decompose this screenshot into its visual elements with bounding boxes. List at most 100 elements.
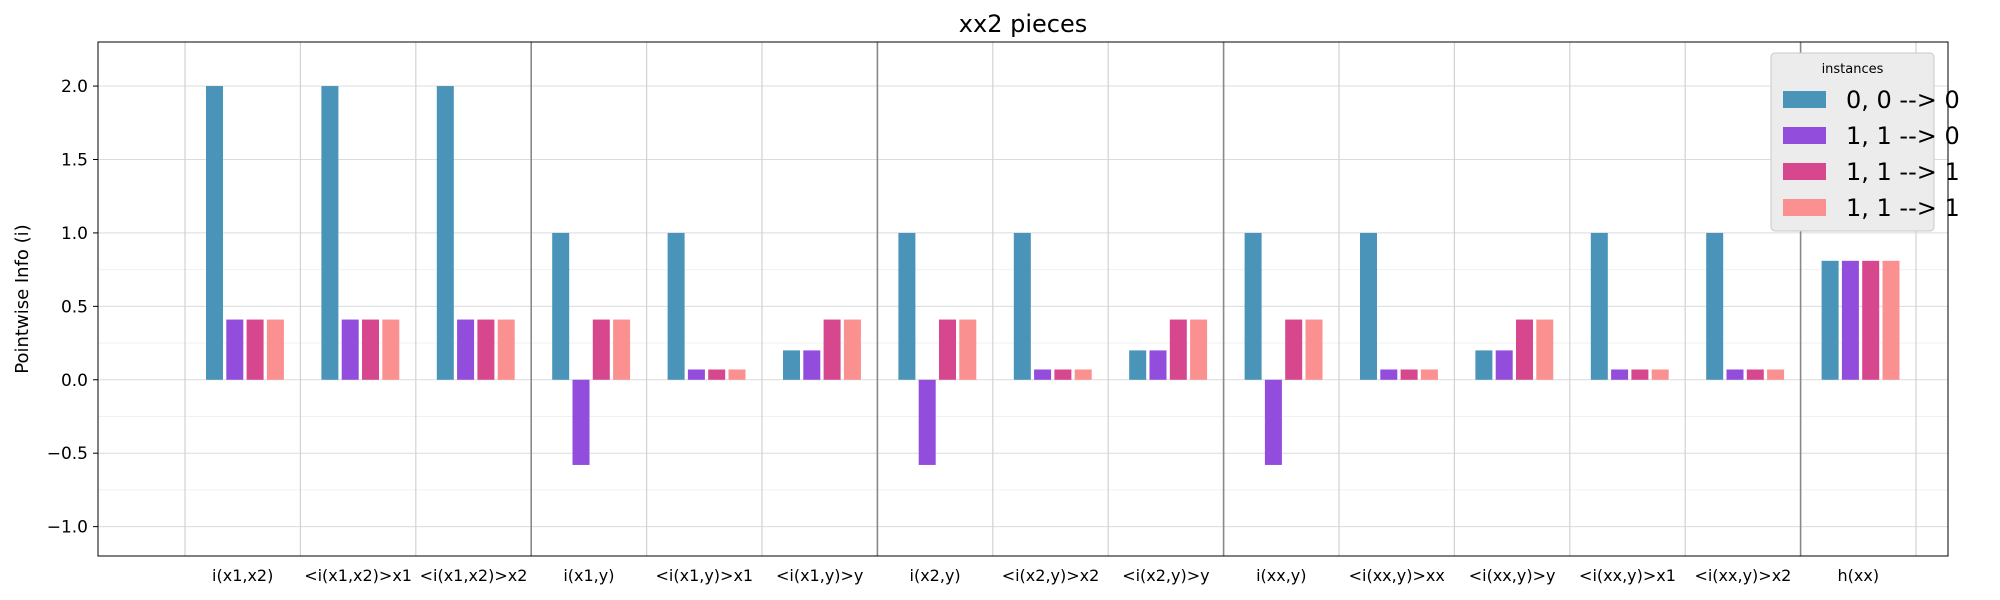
bar (1862, 260, 1880, 380)
y-axis-ticks: −1.0 −0.5 0.0 0.5 1.0 1.5 2.0 (47, 77, 98, 538)
legend-label: 0, 0 --> 0 (1846, 86, 1960, 114)
bar (1706, 232, 1724, 380)
bar (1129, 350, 1147, 380)
bar (959, 319, 977, 380)
bar (728, 369, 746, 380)
bar (1034, 369, 1052, 380)
bar (1149, 350, 1167, 380)
bar (1746, 369, 1764, 380)
x-category-label: <i(x1,x2)>x1 (304, 566, 412, 585)
bar (1074, 369, 1092, 380)
bar (843, 319, 861, 380)
bar (1285, 319, 1303, 380)
bar (1305, 319, 1323, 380)
bar (1264, 379, 1282, 465)
bar (246, 319, 264, 380)
bar (206, 86, 223, 380)
bar (1400, 369, 1418, 380)
bar (266, 319, 284, 380)
x-category-label: i(x2,y) (910, 566, 961, 585)
x-category-label: i(x1,x2) (212, 566, 273, 585)
x-category-label: <i(x1,y)>y (776, 566, 863, 585)
bar (1536, 319, 1554, 380)
y-tick-label: −0.5 (47, 444, 88, 464)
bar (803, 350, 821, 380)
x-category-label: <i(xx,y)>y (1469, 566, 1556, 585)
bar (1013, 232, 1031, 380)
bar (362, 319, 379, 380)
bar (1590, 232, 1608, 380)
bar (898, 232, 916, 380)
bar (1054, 369, 1072, 380)
legend: instances 0, 0 --> 0 1, 1 --> 0 1, 1 --> 1… (1770, 52, 1960, 232)
bar (226, 319, 244, 380)
bar (667, 232, 685, 380)
x-category-label: <i(x1,x2)>x2 (420, 566, 528, 585)
separator-layer (184, 42, 1917, 556)
y-tick-label: −1.0 (47, 518, 88, 538)
bar (939, 319, 956, 380)
x-category-label: <i(xx,y)>x1 (1579, 566, 1676, 585)
bar (823, 319, 841, 380)
legend-swatch (1783, 91, 1826, 108)
bar (552, 232, 570, 380)
bar (1767, 369, 1785, 380)
y-tick-label: 2.0 (61, 77, 88, 97)
y-axis-label: Pointwise Info (i) (12, 224, 33, 373)
bar (457, 319, 475, 380)
y-tick-label: 0.5 (61, 297, 88, 317)
chart-title: xx2 pieces (959, 10, 1087, 38)
bar (1420, 369, 1438, 380)
x-category-label: <i(xx,y)>x2 (1694, 566, 1791, 585)
bar-layer (206, 86, 1900, 465)
bar (708, 369, 726, 380)
y-tick-label: 0.0 (61, 371, 88, 391)
bar (436, 86, 454, 380)
bar (1475, 350, 1493, 380)
legend-label: 1, 1 --> 1 (1846, 194, 1960, 222)
y-tick-label: 1.5 (61, 150, 88, 170)
bar (783, 350, 800, 380)
bar (918, 379, 936, 465)
legend-swatch (1783, 199, 1826, 216)
bar (613, 319, 631, 380)
bar (1841, 260, 1859, 380)
x-category-label: <i(xx,y)>xx (1349, 566, 1445, 585)
bar (1726, 369, 1744, 380)
legend-swatch (1783, 127, 1826, 144)
legend-swatch (1783, 163, 1826, 180)
y-tick-label: 1.0 (61, 224, 88, 244)
legend-items: 0, 0 --> 0 1, 1 --> 0 1, 1 --> 1 1, 1 --> 1 (1783, 86, 1960, 222)
x-axis-category-labels: i(x1,x2) <i(x1,x2)>x1 <i(x1,x2)>x2 i(x1,y) <… (212, 566, 1879, 585)
bar (382, 319, 400, 380)
bar (477, 319, 495, 380)
legend-label: 1, 1 --> 1 (1846, 158, 1960, 186)
bar (1169, 319, 1187, 380)
legend-title: instances (1822, 62, 1884, 77)
x-category-label: <i(x2,y)>x2 (1002, 566, 1100, 585)
bar (1651, 369, 1669, 380)
x-category-label: h(xx) (1838, 566, 1880, 585)
bar (1380, 369, 1398, 380)
bar (321, 86, 339, 380)
x-category-label: <i(x2,y)>y (1122, 566, 1209, 585)
bar (1360, 232, 1377, 380)
bar (592, 319, 610, 380)
bar (1516, 319, 1533, 380)
legend-label: 1, 1 --> 0 (1846, 122, 1960, 150)
bar (1495, 350, 1513, 380)
x-category-label: i(xx,y) (1256, 566, 1306, 585)
bar (572, 379, 590, 465)
bar (1190, 319, 1208, 380)
bar (497, 319, 515, 380)
bar (1631, 369, 1649, 380)
bar (341, 319, 359, 380)
plot-frame (97, 41, 1949, 557)
bar (1611, 369, 1629, 380)
bar (1821, 260, 1839, 380)
x-category-label: <i(x1,y)>x1 (656, 566, 754, 585)
bar (1882, 260, 1900, 380)
bar (1244, 232, 1262, 380)
x-category-label: i(x1,y) (563, 566, 614, 585)
